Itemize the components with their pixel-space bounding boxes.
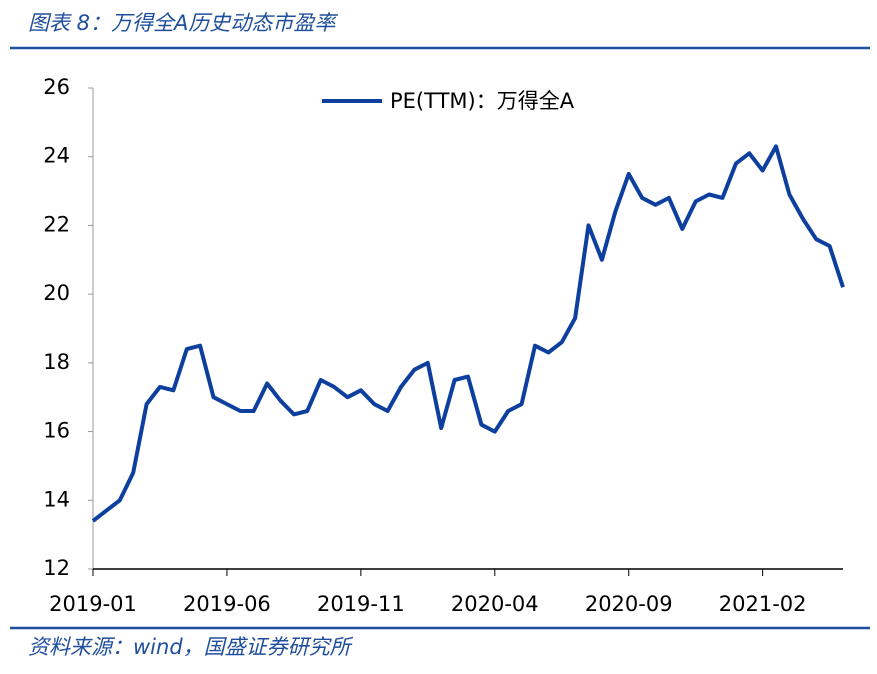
x-tick-label: 2021-02	[719, 592, 807, 616]
source-note: 资料来源：wind，国盛证券研究所	[28, 635, 354, 659]
data-line	[91, 144, 845, 523]
y-tick-label: 22	[43, 212, 70, 236]
x-tick-label: 2020-04	[451, 592, 539, 616]
y-tick-label: 20	[43, 281, 70, 305]
y-tick-label: 24	[43, 144, 70, 168]
x-tick-label: 2019-01	[49, 592, 137, 616]
y-tick-label: 16	[43, 419, 70, 443]
chart-title: 图表 8：万得全A历史动态市盈率	[28, 11, 338, 35]
legend-label: PE(TTM)：万得全A	[390, 89, 575, 113]
y-tick-label: 12	[43, 556, 70, 580]
y-tick-label: 18	[43, 350, 70, 374]
y-tick-label: 14	[43, 487, 70, 511]
x-tick-label: 2020-09	[585, 592, 673, 616]
y-tick-label: 26	[43, 75, 70, 99]
x-tick-label: 2019-11	[317, 592, 405, 616]
x-tick-label: 2019-06	[183, 592, 271, 616]
